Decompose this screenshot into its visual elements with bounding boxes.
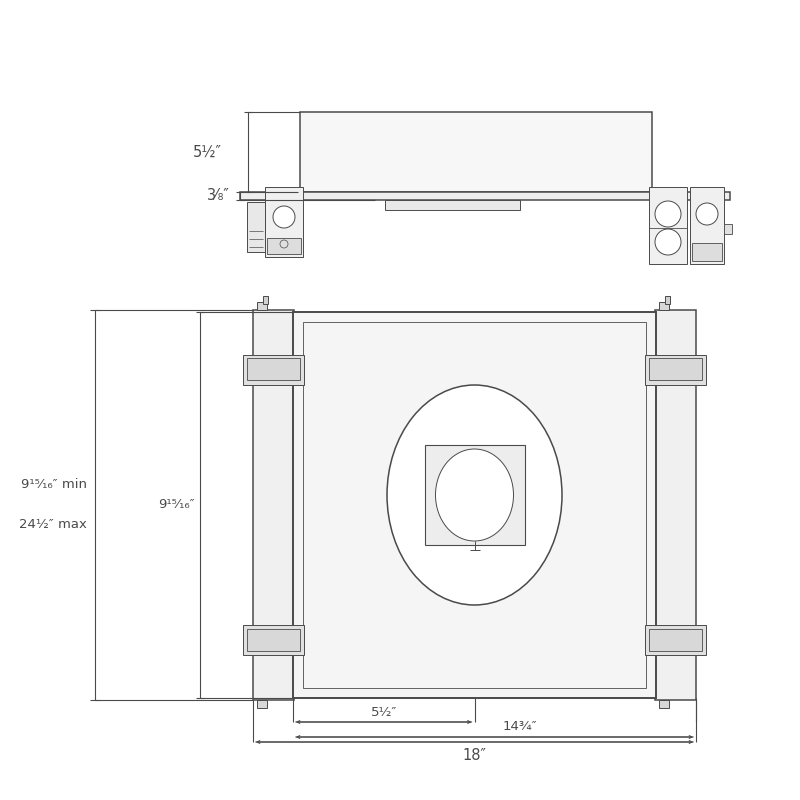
Text: 24½″ max: 24½″ max: [19, 518, 87, 531]
Bar: [257, 302, 267, 310]
Bar: [665, 296, 670, 304]
Bar: [293, 312, 656, 698]
Text: 18″: 18″: [462, 749, 486, 763]
Bar: [247, 202, 265, 252]
Bar: [247, 358, 300, 380]
Bar: [257, 700, 267, 708]
Bar: [300, 112, 652, 192]
Bar: [649, 187, 687, 264]
Bar: [265, 187, 303, 257]
Bar: [263, 296, 268, 304]
Bar: [267, 238, 301, 254]
Circle shape: [696, 203, 718, 225]
Circle shape: [280, 240, 288, 248]
Ellipse shape: [435, 449, 514, 541]
Bar: [645, 355, 706, 385]
Bar: [425, 445, 525, 545]
Bar: [649, 358, 702, 380]
Bar: [692, 243, 722, 261]
Bar: [240, 192, 730, 200]
Bar: [655, 310, 696, 700]
Bar: [659, 700, 669, 708]
Bar: [649, 629, 702, 651]
Text: 9¹⁵⁄₁₆″ min: 9¹⁵⁄₁₆″ min: [21, 478, 87, 491]
Text: 5½″: 5½″: [193, 145, 222, 159]
Bar: [385, 200, 520, 210]
Bar: [247, 629, 300, 651]
Text: 5½″: 5½″: [370, 706, 397, 718]
Bar: [645, 625, 706, 655]
Circle shape: [655, 201, 681, 227]
Bar: [690, 187, 724, 264]
Bar: [303, 322, 646, 688]
Text: 3⁄₈″: 3⁄₈″: [207, 189, 230, 203]
Text: 9¹⁵⁄₁₆″: 9¹⁵⁄₁₆″: [158, 498, 195, 511]
Circle shape: [655, 229, 681, 255]
Circle shape: [273, 206, 295, 228]
Bar: [659, 302, 669, 310]
Bar: [243, 625, 304, 655]
Text: 14¾″: 14¾″: [502, 721, 537, 734]
Bar: [724, 224, 732, 234]
Bar: [253, 310, 294, 700]
Bar: [243, 355, 304, 385]
Ellipse shape: [387, 385, 562, 605]
